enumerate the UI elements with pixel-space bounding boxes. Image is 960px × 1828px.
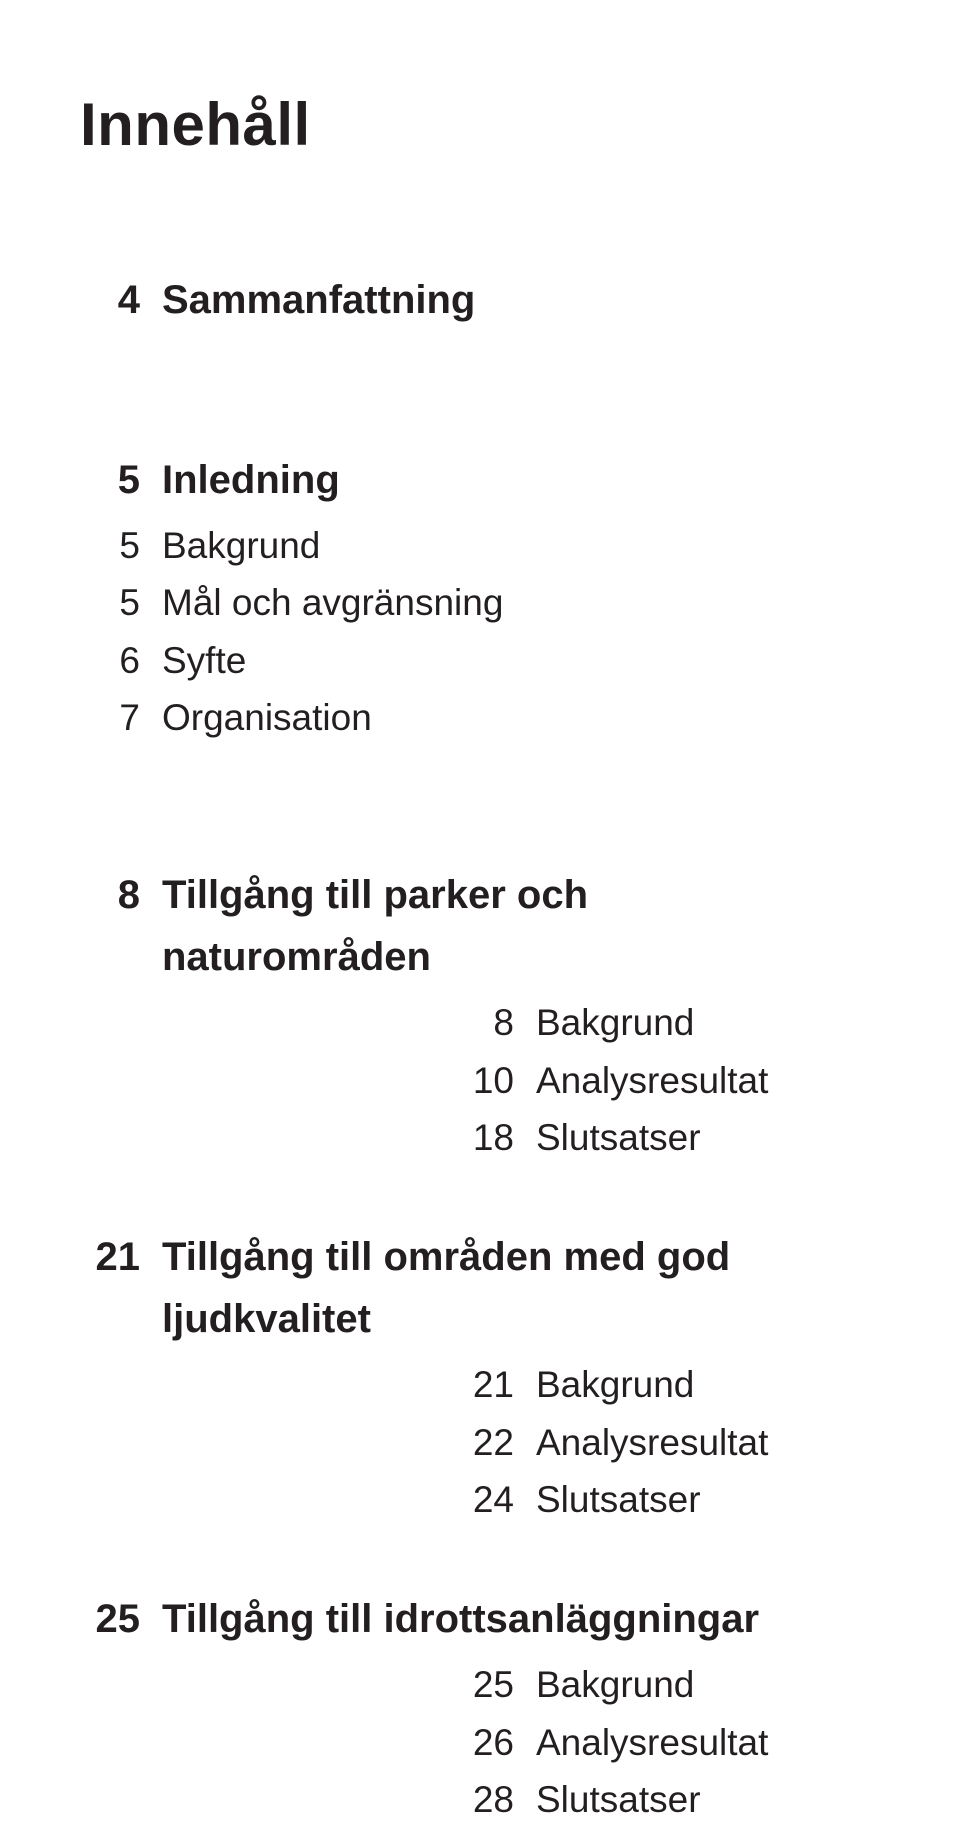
toc-section: 8 Tillgång till parker och naturområden …: [80, 864, 850, 1166]
toc-subtitle: Bakgrund: [536, 1356, 850, 1413]
toc-page-number: 4: [80, 269, 162, 331]
toc-page-number: 25: [468, 1656, 536, 1713]
toc-title: Tillgång till parker och naturområden: [162, 864, 850, 988]
toc-page-number: 22: [468, 1414, 536, 1471]
toc-subgroup: 8 Bakgrund 10 Analysresultat 18 Slutsats…: [468, 994, 850, 1166]
toc-subentry: 5 Mål och avgränsning: [80, 574, 850, 631]
toc-subentry: 28 Slutsatser: [468, 1771, 850, 1828]
toc-subentry: 10 Analysresultat: [468, 1052, 850, 1109]
toc-title: Tillgång till idrottsanläggningar: [162, 1588, 850, 1650]
toc-subentry: 22 Analysresultat: [468, 1414, 850, 1471]
toc-page-number: 8: [80, 864, 162, 926]
toc-title: Tillgång till områden med god ljudkvalit…: [162, 1226, 850, 1350]
toc-page-number: 7: [80, 689, 162, 746]
toc-subtitle: Analysresultat: [536, 1714, 850, 1771]
toc-page-number: 26: [468, 1714, 536, 1771]
toc-subtitle: Mål och avgränsning: [162, 574, 850, 631]
toc-page-number: 8: [468, 994, 536, 1051]
toc-subtitle: Bakgrund: [162, 517, 850, 574]
toc-section: 4 Sammanfattning: [80, 269, 850, 331]
toc-subtitle: Bakgrund: [536, 1656, 850, 1713]
toc-subentry: 21 Bakgrund: [468, 1356, 850, 1413]
toc-page-number: 21: [80, 1226, 162, 1288]
toc-page-number: 6: [80, 632, 162, 689]
toc-page-number: 25: [80, 1588, 162, 1650]
toc-subtitle: Bakgrund: [536, 994, 850, 1051]
page: Innehåll 4 Sammanfattning 5 Inledning 5 …: [0, 0, 960, 1606]
page-title: Innehåll: [80, 90, 850, 159]
toc-subtitle: Analysresultat: [536, 1052, 850, 1109]
toc-section: 21 Tillgång till områden med god ljudkva…: [80, 1226, 850, 1528]
toc-section: 25 Tillgång till idrottsanläggningar 25 …: [80, 1588, 850, 1828]
toc-subgroup: 21 Bakgrund 22 Analysresultat 24 Slutsat…: [468, 1356, 850, 1528]
toc-entry: 8 Tillgång till parker och naturområden: [80, 864, 850, 988]
toc-subentry: 18 Slutsatser: [468, 1109, 850, 1166]
toc-page-number: 5: [80, 517, 162, 574]
toc-page-number: 5: [80, 574, 162, 631]
toc-subtitle: Organisation: [162, 689, 850, 746]
toc-page-number: 5: [80, 449, 162, 511]
toc-subentry: 6 Syfte: [80, 632, 850, 689]
toc-page-number: 21: [468, 1356, 536, 1413]
toc-subentry: 7 Organisation: [80, 689, 850, 746]
toc-subentry: 24 Slutsatser: [468, 1471, 850, 1528]
toc-entry: 21 Tillgång till områden med god ljudkva…: [80, 1226, 850, 1350]
toc-title: Sammanfattning: [162, 269, 850, 331]
toc-page-number: 18: [468, 1109, 536, 1166]
toc-subtitle: Slutsatser: [536, 1109, 850, 1166]
toc-page-number: 28: [468, 1771, 536, 1828]
toc-page-number: 10: [468, 1052, 536, 1109]
toc-subtitle: Analysresultat: [536, 1414, 850, 1471]
toc-subtitle: Syfte: [162, 632, 850, 689]
toc-subentry: 8 Bakgrund: [468, 994, 850, 1051]
toc-section: 5 Inledning 5 Bakgrund 5 Mål och avgräns…: [80, 449, 850, 746]
toc-subentry: 25 Bakgrund: [468, 1656, 850, 1713]
toc-entry: 5 Inledning: [80, 449, 850, 511]
toc-entry: 4 Sammanfattning: [80, 269, 850, 331]
toc-entry: 25 Tillgång till idrottsanläggningar: [80, 1588, 850, 1650]
toc-subtitle: Slutsatser: [536, 1771, 850, 1828]
toc-subentry: 5 Bakgrund: [80, 517, 850, 574]
toc-subgroup: 25 Bakgrund 26 Analysresultat 28 Slutsat…: [468, 1656, 850, 1828]
toc-page-number: 24: [468, 1471, 536, 1528]
toc-title: Inledning: [162, 449, 850, 511]
toc-subentry: 26 Analysresultat: [468, 1714, 850, 1771]
toc-subtitle: Slutsatser: [536, 1471, 850, 1528]
